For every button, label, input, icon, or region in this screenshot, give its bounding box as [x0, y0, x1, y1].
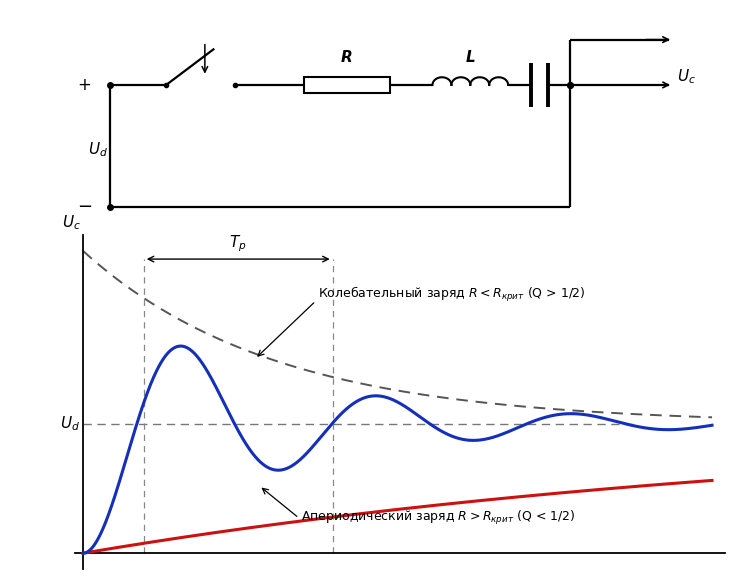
Text: L: L [465, 49, 475, 65]
Text: $U_c$: $U_c$ [678, 68, 696, 86]
Text: Колебательный заряд $R < R_{крит}$ (Q > 1/2): Колебательный заряд $R < R_{крит}$ (Q > … [318, 285, 586, 303]
Text: $U_c$: $U_c$ [62, 214, 81, 232]
Text: +: + [78, 76, 92, 94]
Text: $U_d$: $U_d$ [87, 140, 108, 158]
Bar [303, 77, 390, 93]
Text: R: R [341, 49, 353, 65]
Text: −: − [77, 198, 92, 216]
Text: $T_p$: $T_p$ [229, 233, 247, 254]
Text: $U_d$: $U_d$ [60, 414, 80, 433]
Text: Апериодический заряд $R > R_{крит}$ (Q < 1/2): Апериодический заряд $R > R_{крит}$ (Q <… [301, 509, 575, 527]
